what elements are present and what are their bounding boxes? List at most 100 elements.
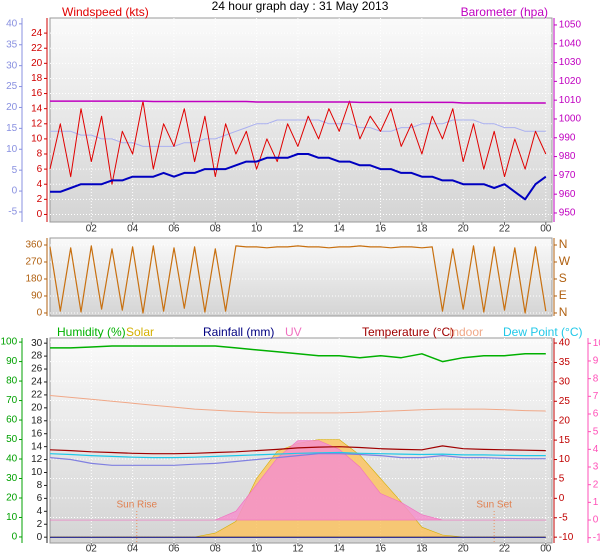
y-tick-label: 80 (6, 376, 18, 387)
annotation: Sun Rise (116, 500, 157, 511)
y-tick-label: 10 (593, 338, 600, 349)
x-tick-label: 20 (458, 224, 470, 235)
y-tick-label: 8 (593, 373, 599, 384)
legend-entry: Temperature (°C) (362, 325, 454, 339)
x-tick-label: 06 (168, 224, 180, 235)
line (49, 395, 546, 414)
y-tick-label: 2 (593, 479, 599, 490)
y-tick-label: 10 (6, 512, 18, 523)
line (50, 153, 547, 201)
line (49, 451, 546, 459)
y-tick-label: 1010 (559, 95, 582, 106)
y-tick-label: 12 (31, 118, 43, 129)
y-tick-label: 60 (6, 415, 18, 426)
y-tick-label: 4 (37, 179, 43, 190)
line (49, 445, 546, 455)
y-tick-label: 14 (31, 441, 43, 452)
y-tick-label: 28 (31, 351, 43, 362)
x-tick-label: 14 (334, 544, 346, 555)
y-tick-label: 180 (26, 274, 43, 285)
y-tick-label: 1000 (559, 114, 582, 125)
y-tick-label: 35 (559, 357, 571, 368)
y-tick-label: 5 (12, 165, 18, 176)
y-tick-label: 90 (6, 356, 18, 367)
legend-entry: Barometer (hpa) (461, 5, 548, 19)
legend-entry: Indoor (449, 325, 483, 339)
y-tick-label: 15 (559, 435, 571, 446)
x-tick-label: 14 (334, 224, 346, 235)
y-tick-label: 10 (31, 134, 43, 145)
y-tick-label: 4 (593, 444, 599, 455)
y-tick-label: 24 (31, 28, 43, 39)
x-tick-label: 04 (127, 224, 139, 235)
y-tick-label: N (559, 305, 568, 319)
x-tick-label: 08 (210, 544, 222, 555)
y-tick-label: 24 (31, 377, 43, 388)
x-tick-label: 18 (416, 224, 428, 235)
y-tick-label: 30 (559, 377, 571, 388)
y-tick-label: -1 (593, 532, 600, 543)
y-tick-label: 12 (31, 454, 43, 465)
y-tick-label: 0 (593, 515, 599, 526)
y-tick-label: 8 (37, 480, 43, 491)
x-tick-label: 00 (540, 224, 552, 235)
line (49, 453, 546, 466)
line (50, 345, 546, 363)
y-tick-label: 10 (6, 144, 18, 155)
y-tick-label: 18 (31, 415, 43, 426)
y-tick-label: 40 (559, 338, 571, 349)
y-tick-label: 25 (559, 396, 571, 407)
y-tick-label: -5 (8, 207, 17, 218)
plot-area (49, 237, 553, 317)
x-tick-label: 22 (499, 544, 511, 555)
y-tick-label: 970 (559, 170, 576, 181)
y-tick-label: 4 (37, 506, 43, 517)
y-tick-label: 30 (6, 473, 18, 484)
y-tick-label: 0 (37, 209, 43, 220)
y-tick-label: 50 (6, 434, 18, 445)
y-tick-label: 30 (6, 60, 18, 71)
y-tick-label: 100 (1, 337, 18, 348)
y-tick-label: 2 (37, 519, 43, 530)
line (49, 100, 547, 185)
y-tick-label: 0 (12, 186, 18, 197)
y-tick-label: 360 (26, 240, 43, 251)
y-tick-label: 90 (31, 291, 43, 302)
y-tick-label: 15 (6, 123, 18, 134)
x-tick-label: 04 (127, 544, 139, 555)
y-tick-label: S (559, 271, 567, 285)
y-tick-label: 0 (37, 308, 43, 319)
page-title: 24 hour graph day : 31 May 2013 (212, 0, 389, 13)
legend-entry: Humidity (%) (57, 325, 126, 339)
y-tick-label: 14 (31, 103, 43, 114)
line (50, 100, 546, 104)
y-tick-label: 20 (31, 58, 43, 69)
x-tick-label: 06 (168, 544, 180, 555)
x-tick-label: 16 (375, 224, 387, 235)
x-tick-label: 16 (375, 544, 387, 555)
y-tick-label: N (559, 237, 568, 251)
y-tick-label: 40 (6, 454, 18, 465)
y-tick-label: 35 (6, 39, 18, 50)
y-tick-label: 270 (26, 257, 43, 268)
y-tick-label: 6 (593, 409, 599, 420)
y-tick-label: 3 (593, 462, 599, 473)
y-tick-label: 22 (31, 43, 43, 54)
y-tick-label: 10 (559, 454, 571, 465)
y-tick-label: 8 (37, 149, 43, 160)
y-tick-label: 25 (6, 81, 18, 92)
y-tick-label: W (559, 254, 571, 268)
x-tick-label: 00 (540, 544, 552, 555)
y-tick-label: -5 (559, 512, 568, 523)
y-tick-label: 0 (37, 532, 43, 543)
y-tick-label: 20 (6, 493, 18, 504)
y-tick-label: 980 (559, 151, 576, 162)
y-tick-label: 7 (593, 391, 599, 402)
y-tick-label: 1 (593, 497, 599, 508)
y-tick-label: 990 (559, 132, 576, 143)
y-tick-label: 1030 (559, 57, 582, 68)
x-tick-label: 02 (86, 544, 98, 555)
line (50, 119, 546, 147)
